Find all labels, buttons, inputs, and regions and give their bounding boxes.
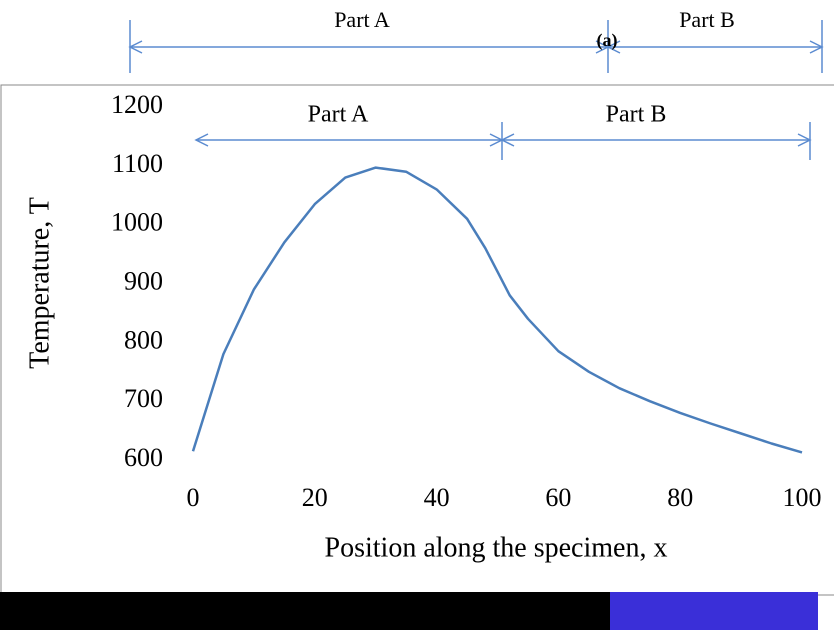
x-axis-label: Position along the specimen, x — [325, 532, 668, 563]
line — [193, 168, 802, 453]
x-tick-label: 20 — [302, 483, 328, 512]
y-tick-label: 1100 — [112, 149, 163, 178]
x-tick-label: 80 — [667, 483, 693, 512]
annotation: Part A — [308, 102, 369, 128]
bottom-image — [610, 592, 818, 630]
y-tick-label: 1000 — [111, 208, 163, 237]
x-tick-label: 60 — [545, 483, 571, 512]
bottom-strip — [0, 592, 610, 630]
y-axis-label: Temperature, T — [24, 197, 55, 369]
y-tick-label: 900 — [124, 266, 163, 295]
y-tick-label: 800 — [124, 325, 163, 354]
y-tick-label: 600 — [124, 443, 163, 472]
y-tick-label: 1200 — [111, 90, 163, 119]
y-tick-label: 700 — [124, 384, 163, 413]
annotation: Part A — [334, 7, 390, 32]
top-annotation: Part A (a) Part B — [130, 7, 822, 73]
x-tick-label: 100 — [783, 483, 822, 512]
x-tick-label: 40 — [424, 483, 450, 512]
annotation: Part B — [679, 7, 735, 32]
annotation: (a) — [597, 30, 618, 51]
chart: Part A (a) Part B Part A Part B Position… — [0, 0, 834, 630]
x-tick-label: 0 — [187, 483, 200, 512]
annotation: Part B — [606, 102, 667, 128]
inner-annotation: Part A Part B — [196, 102, 810, 161]
